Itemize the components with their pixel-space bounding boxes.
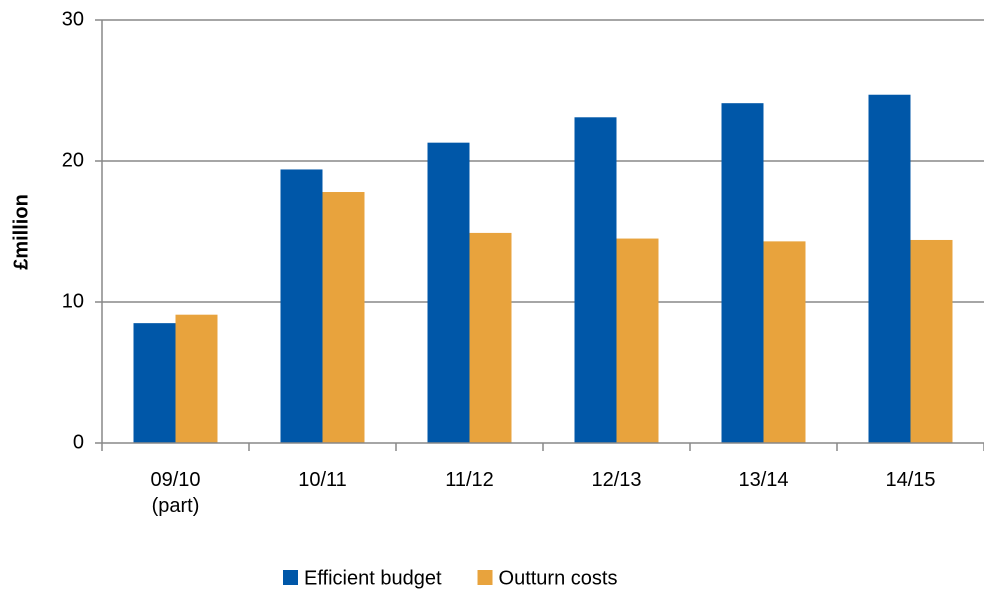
bar: [175, 314, 218, 443]
legend-swatch: [283, 570, 298, 585]
bar: [616, 238, 659, 443]
y-tick-label: 10: [62, 290, 84, 312]
y-tick-label: 30: [62, 8, 84, 30]
x-tick-label: 09/10 (part): [150, 469, 201, 517]
bar: [574, 117, 617, 443]
bar: [910, 239, 953, 443]
y-axis-label: £million: [10, 194, 32, 270]
y-tick-label: 20: [62, 149, 84, 171]
bar: [868, 94, 911, 443]
bar: [133, 323, 176, 443]
x-tick-label: 11/12: [445, 469, 494, 491]
x-tick-label: 10/11: [298, 469, 347, 491]
bar: [763, 241, 806, 443]
bar: [427, 142, 470, 444]
legend-label: Outturn costs: [499, 567, 618, 589]
x-tick-label: 12/13: [591, 469, 642, 491]
x-tick-label: 13/14: [738, 469, 789, 491]
legend-label: Efficient budget: [304, 567, 442, 589]
bar: [322, 192, 365, 443]
x-tick-label: 14/15: [885, 469, 936, 491]
legend-swatch: [477, 570, 493, 585]
y-tick-label: 0: [73, 431, 84, 453]
bar: [721, 103, 764, 443]
bar: [469, 232, 512, 443]
bar: [280, 169, 323, 443]
